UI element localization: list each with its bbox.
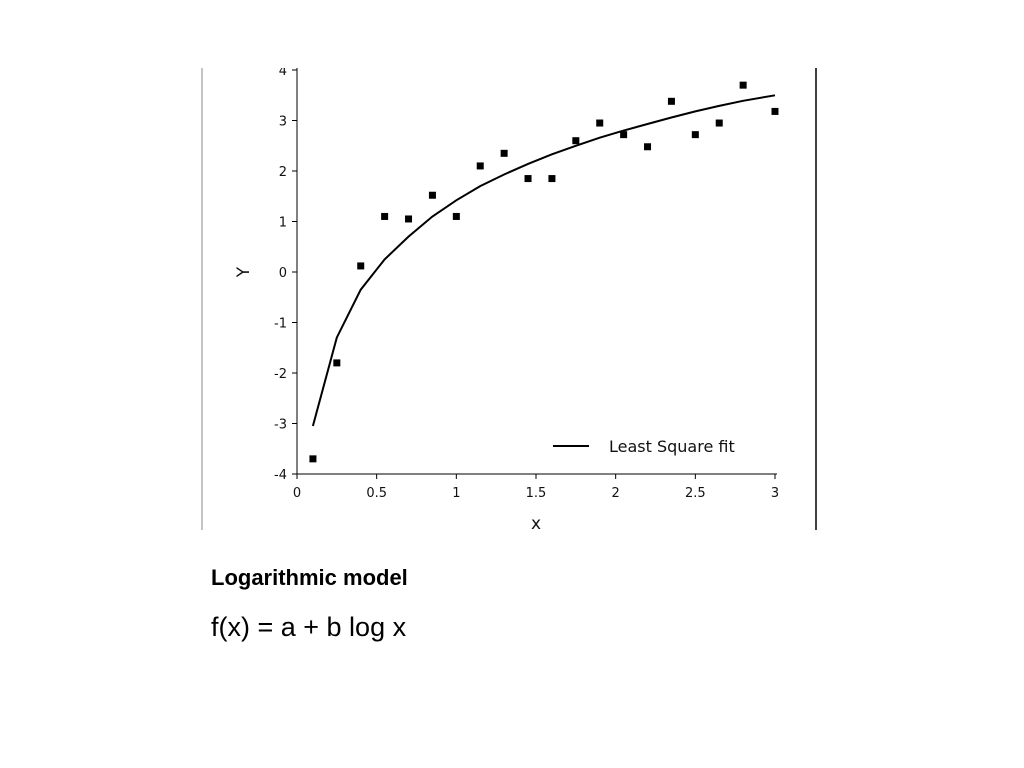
scatter-chart: 0 0.5 1 1.5 2 2.5 3 -4 -3 -2 -1 0 1 2 3 4 x Y Least Squ…: [201, 68, 817, 530]
data-point: [476, 162, 484, 170]
legend-label: Least Square fit: [609, 437, 735, 456]
plot-area: 0 0.5 1 1.5 2 2.5 3 -4 -3 -2 -1 0 1 2 3 4: [274, 68, 779, 501]
data-point: [381, 212, 389, 220]
legend: Least Square fit: [553, 437, 735, 456]
y-axis-title: Y: [234, 266, 254, 278]
y-tick-label: 0: [279, 266, 287, 281]
y-tick-label: 1: [279, 216, 287, 231]
data-point: [739, 81, 747, 89]
x-tick-label: 1: [452, 486, 460, 501]
y-tick-label: 4: [279, 68, 287, 79]
data-point: [309, 455, 317, 463]
data-point: [500, 149, 508, 157]
data-point: [715, 119, 723, 127]
x-tick-label: 0.5: [366, 486, 387, 501]
data-point: [548, 175, 556, 183]
data-point: [405, 215, 413, 223]
data-point: [620, 131, 628, 139]
y-tick-label: -2: [274, 367, 287, 382]
data-point: [452, 212, 460, 220]
data-point: [428, 191, 436, 199]
data-point: [524, 175, 532, 183]
data-point: [771, 107, 779, 115]
data-point: [357, 262, 365, 270]
y-tick-label: 3: [279, 115, 287, 130]
data-point: [644, 143, 652, 151]
data-point: [691, 131, 699, 139]
caption-formula: f(x) = a + b log x: [211, 612, 407, 642]
x-tick-label: 0: [293, 486, 301, 501]
chart-frame: 0 0.5 1 1.5 2 2.5 3 -4 -3 -2 -1 0 1 2 3 4 x Y Least Squ…: [201, 68, 817, 530]
x-tick-label: 3: [771, 486, 779, 501]
y-tick-label: -4: [274, 468, 287, 483]
caption-title: Logarithmic model: [211, 565, 408, 590]
fit-line: [311, 94, 776, 427]
y-tick-label: -1: [274, 317, 287, 332]
x-tick-label: 2.5: [685, 486, 706, 501]
data-point: [572, 137, 580, 145]
data-point: [333, 359, 341, 367]
y-tick-label: 2: [279, 165, 287, 180]
x-axis-title: x: [531, 514, 541, 530]
x-tick-label: 1.5: [526, 486, 547, 501]
x-tick-label: 2: [612, 486, 620, 501]
data-point: [667, 97, 675, 105]
y-tick-label: -3: [274, 418, 287, 433]
data-point: [596, 119, 604, 127]
